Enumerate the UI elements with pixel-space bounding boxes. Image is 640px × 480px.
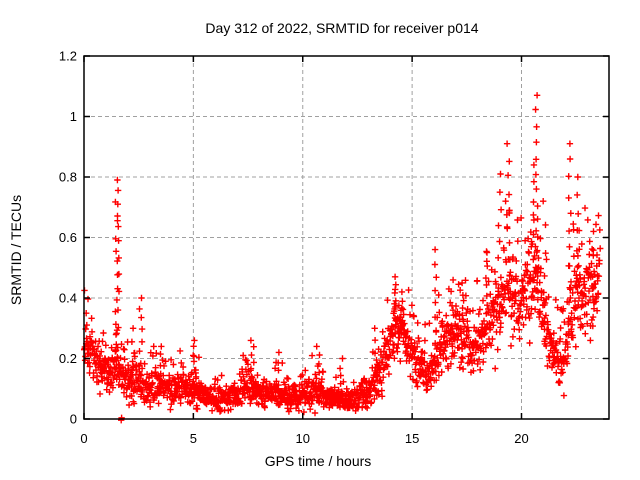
x-tick-label: 10 [296,431,310,446]
y-tick-label: 0.8 [59,170,77,185]
y-axis-label: SRMTID / TECUs [8,195,24,305]
y-tick-label: 0 [70,412,77,427]
x-tick-label: 5 [190,431,197,446]
axis-ticks [83,55,609,420]
y-tick-label: 1 [70,109,77,124]
y-tick-label: 0.2 [59,351,77,366]
x-tick-label: 15 [405,431,419,446]
y-tick-label: 0.4 [59,291,77,306]
y-tick-label: 0.6 [59,230,77,245]
x-tick-labels: 0 5 10 15 20 [80,431,528,446]
y-tick-label: 1.2 [59,49,77,64]
y-tick-labels: 0 0.2 0.4 0.6 0.8 1 1.2 [59,49,77,427]
x-tick-label: 0 [80,431,87,446]
x-axis-label: GPS time / hours [265,453,372,469]
x-tick-label: 20 [514,431,528,446]
chart-title: Day 312 of 2022, SRMTID for receiver p01… [205,20,478,36]
